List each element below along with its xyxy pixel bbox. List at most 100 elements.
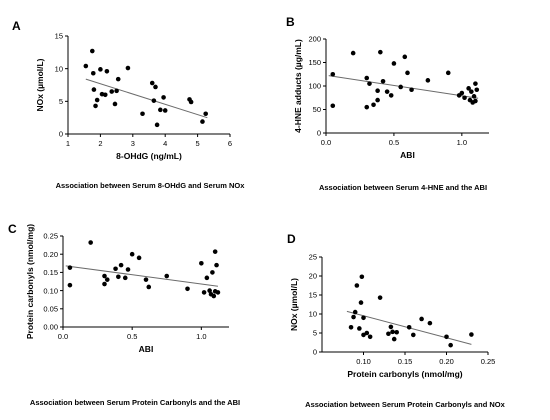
data-point-b	[398, 84, 404, 90]
data-point-b	[445, 70, 451, 76]
data-point-a	[104, 68, 110, 74]
data-point-b	[473, 98, 478, 104]
data-point-b	[330, 71, 336, 77]
data-point-d	[394, 329, 400, 335]
data-point-c	[204, 275, 210, 281]
x-axis-label-b: ABI	[400, 150, 415, 160]
y-tick-label-d: 5	[313, 329, 317, 338]
data-point-c	[185, 286, 190, 292]
y-tick-label-d: 25	[309, 253, 317, 262]
y-axis-label-b: 4-HNE adducts (µg/mL)	[293, 39, 303, 133]
data-point-d	[361, 315, 366, 321]
x-tick-label-a: 6	[228, 139, 232, 148]
data-point-d	[390, 329, 395, 335]
data-point-b	[409, 87, 414, 93]
data-point-a	[125, 65, 131, 71]
x-tick-label-c: 0.5	[127, 332, 137, 341]
panel-letter-c: C	[8, 222, 17, 236]
x-axis-label-a: 8-OHdG (ng/mL)	[116, 151, 182, 161]
x-tick-label-d: 0.15	[398, 357, 413, 366]
data-point-b	[462, 95, 467, 101]
trend-line-b	[328, 75, 479, 99]
data-point-a	[109, 89, 115, 94]
y-axis-label-d: NOx (µmol/L)	[289, 278, 299, 331]
data-point-b	[471, 94, 477, 99]
x-tick-label-c: 0.0	[58, 332, 68, 341]
y-tick-label-c: 0.05	[43, 305, 58, 314]
data-point-a	[94, 97, 100, 103]
data-point-b	[391, 61, 397, 66]
data-point-d	[357, 326, 362, 331]
data-point-d	[411, 332, 416, 338]
data-point-b	[371, 102, 376, 108]
data-point-d	[352, 309, 358, 315]
data-point-c	[113, 266, 118, 272]
data-point-b	[473, 81, 478, 86]
data-point-d	[367, 334, 373, 340]
data-point-c	[214, 262, 219, 268]
y-tick-label-b: 100	[308, 82, 321, 91]
data-point-b	[380, 79, 386, 84]
data-point-d	[427, 320, 433, 326]
x-tick-label-d: 0.25	[481, 357, 496, 366]
y-tick-label-a: 5	[59, 97, 63, 106]
data-point-b	[364, 104, 370, 110]
y-tick-label-b: 50	[313, 105, 321, 114]
y-tick-label-c: 0.20	[43, 250, 58, 259]
x-tick-label-b: 0.0	[321, 138, 331, 147]
y-tick-label-b: 0	[317, 129, 321, 138]
data-point-a	[140, 111, 145, 117]
data-point-c	[125, 267, 131, 272]
data-point-c	[122, 275, 128, 281]
data-point-a	[115, 76, 121, 82]
data-point-b	[384, 89, 390, 94]
y-tick-label-c: 0.15	[43, 268, 58, 277]
data-point-b	[367, 81, 372, 86]
y-axis-label-a: NOx (µmol/L)	[35, 58, 45, 111]
data-point-d	[391, 336, 397, 342]
trend-line-c	[65, 265, 218, 287]
data-point-b	[466, 86, 471, 91]
data-point-c	[67, 282, 73, 288]
data-point-d	[406, 325, 412, 330]
data-point-d	[444, 334, 449, 340]
x-tick-label-a: 5	[196, 139, 200, 148]
data-point-a	[154, 122, 160, 128]
data-point-d	[354, 283, 360, 288]
panel-caption-a: Association between Serum 8-OHdG and Ser…	[56, 181, 246, 190]
panel-letter-a: A	[12, 19, 21, 33]
data-point-d	[388, 324, 394, 330]
data-point-c	[102, 273, 107, 279]
chart-panel-d: D 0.10 0.15 0.20 0.25 0 5 10 15 20 25 Protein carbo…	[287, 232, 506, 409]
data-point-c	[211, 293, 217, 299]
y-tick-label-d: 20	[309, 272, 317, 281]
data-point-c	[210, 270, 215, 275]
data-point-a	[90, 70, 96, 76]
panel-letter-b: B	[286, 15, 295, 29]
data-point-d	[448, 342, 453, 348]
data-point-c	[129, 251, 135, 257]
data-point-b	[469, 89, 474, 94]
data-point-b	[388, 93, 394, 98]
data-point-a	[200, 119, 205, 124]
data-point-b	[405, 70, 410, 76]
x-tick-label-c: 1.0	[196, 332, 206, 341]
y-tick-label-a: 15	[55, 32, 63, 41]
x-tick-label-b: 0.5	[389, 138, 399, 147]
data-point-d	[377, 295, 383, 300]
panel-letter-d: D	[287, 232, 296, 246]
y-tick-label-d: 10	[309, 310, 317, 319]
x-tick-label-b: 1.0	[457, 138, 467, 147]
chart-panel-c: C 0.0 0.5 1.0 0.00 0.05 0.10 0.15 0.20 0.25 ABI Pro…	[8, 222, 240, 407]
data-point-a	[102, 92, 108, 98]
data-point-d	[358, 300, 364, 305]
y-tick-label-d: 15	[309, 291, 317, 300]
x-axis-label-d: Protein carbonyls (nmol/mg)	[347, 369, 462, 379]
data-point-c	[164, 273, 170, 279]
data-point-d	[351, 314, 356, 320]
x-axis-label-c: ABI	[139, 344, 154, 354]
data-point-a	[162, 108, 168, 113]
data-point-b	[459, 90, 465, 96]
panel-caption-b: Association between Serum 4-HNE and the …	[319, 183, 487, 192]
